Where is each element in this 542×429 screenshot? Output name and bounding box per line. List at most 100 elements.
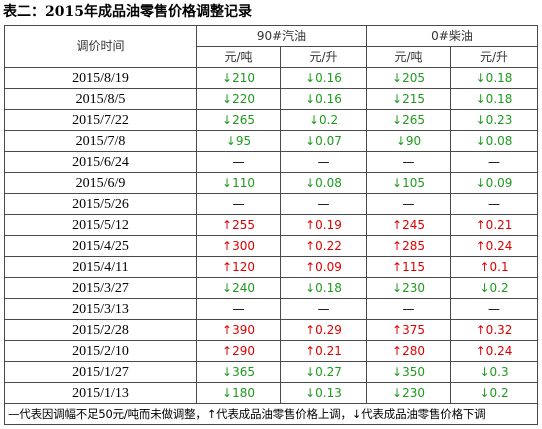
- diesel-ton-cell: ↓230: [366, 277, 452, 299]
- diesel-liter-cell: ↓0.2: [450, 382, 539, 404]
- gasoline-ton-cell: —: [196, 193, 281, 215]
- gasoline-liter-cell: —: [279, 193, 368, 215]
- table-row: 2015/8/19 ↓210 ↓0.16 ↓205 ↓0.18: [4, 67, 539, 89]
- table-row: 2015/3/27 ↓240 ↓0.18 ↓230 ↓0.2: [4, 277, 539, 299]
- diesel-ton-cell: ↓105: [366, 172, 452, 194]
- diesel-liter-cell: ↓0.2: [450, 277, 539, 299]
- gasoline-liter-cell: ↓0.2: [279, 109, 368, 131]
- date-cell: 2015/6/24: [4, 151, 197, 173]
- table-title: 表二：2015年成品油零售价格调整记录: [3, 4, 252, 20]
- diesel-ton-cell: ↓230: [366, 382, 452, 404]
- gasoline-ton-cell: —: [196, 151, 281, 173]
- date-cell: 2015/2/28: [4, 319, 197, 341]
- date-cell: 2015/7/8: [4, 130, 197, 152]
- gasoline-liter-cell: ↑0.19: [279, 214, 368, 236]
- gasoline-liter-cell: ↓0.16: [279, 88, 368, 110]
- diesel-ton-cell: ↑115: [366, 256, 452, 278]
- gasoline-unit-liter: 元/升: [279, 46, 368, 68]
- table-row: 2015/5/12 ↑255 ↑0.19 ↑245 ↑0.21: [4, 214, 539, 236]
- gasoline-ton-cell: ↓265: [196, 109, 281, 131]
- diesel-ton-cell: ↑375: [366, 319, 452, 341]
- date-cell: 2015/6/9: [4, 172, 197, 194]
- gasoline-liter-cell: —: [279, 151, 368, 173]
- diesel-header: 0#柴油: [366, 25, 539, 47]
- table-row: 2015/5/26— — — —: [4, 193, 539, 215]
- diesel-liter-cell: ↓0.18: [450, 67, 539, 89]
- diesel-ton-cell: ↓215: [366, 88, 452, 110]
- footnote: —代表因调幅不足50元/吨而未做调整，↑代表成品油零售价格上调，↓代表成品油零售…: [3, 403, 539, 425]
- diesel-liter-cell: ↓0.09: [450, 172, 539, 194]
- gasoline-ton-cell: ↓220: [196, 88, 281, 110]
- date-cell: 2015/4/25: [4, 235, 197, 257]
- date-cell: 2015/1/13: [4, 382, 197, 404]
- gasoline-ton-cell: ↓365: [196, 361, 281, 383]
- date-cell: 2015/8/19: [4, 67, 197, 89]
- diesel-ton-cell: ↑280: [366, 340, 452, 362]
- table-row: 2015/1/13 ↓180 ↓0.13 ↓230 ↓0.2: [4, 382, 539, 404]
- gasoline-liter-cell: ↓0.07: [279, 130, 368, 152]
- gasoline-unit-ton: 元/吨: [196, 46, 281, 68]
- diesel-ton-cell: ↓265: [366, 109, 452, 131]
- diesel-liter-cell: ↑0.32: [450, 319, 539, 341]
- gasoline-liter-cell: ↓0.13: [279, 382, 368, 404]
- gasoline-liter-cell: ↓0.16: [279, 67, 368, 89]
- gasoline-liter-cell: —: [279, 298, 368, 320]
- gasoline-ton-cell: ↑390: [196, 319, 281, 341]
- gasoline-ton-cell: ↓240: [196, 277, 281, 299]
- gasoline-ton-cell: ↓210: [196, 67, 281, 89]
- date-cell: 2015/2/10: [4, 340, 197, 362]
- table-row: 2015/7/8 ↓95 ↓0.07 ↓90 ↓0.08: [4, 130, 539, 152]
- gasoline-liter-cell: ↓0.18: [279, 277, 368, 299]
- diesel-ton-cell: ↓350: [366, 361, 452, 383]
- diesel-liter-cell: ↑0.24: [450, 235, 539, 257]
- diesel-unit-liter: 元/升: [450, 46, 539, 68]
- gasoline-liter-cell: ↑0.09: [279, 256, 368, 278]
- diesel-liter-cell: ↓0.08: [450, 130, 539, 152]
- gasoline-ton-cell: ↑290: [196, 340, 281, 362]
- gasoline-ton-cell: ↑120: [196, 256, 281, 278]
- date-cell: 2015/5/26: [4, 193, 197, 215]
- date-column-header: 调价时间: [4, 25, 197, 68]
- diesel-unit-ton: 元/吨: [366, 46, 452, 68]
- gasoline-ton-cell: —: [196, 298, 281, 320]
- diesel-liter-cell: —: [450, 193, 539, 215]
- date-cell: 2015/3/13: [4, 298, 197, 320]
- date-cell: 2015/4/11: [4, 256, 197, 278]
- footnote-row: —代表因调幅不足50元/吨而未做调整，↑代表成品油零售价格上调，↓代表成品油零售…: [3, 403, 539, 425]
- diesel-ton-cell: ↓205: [366, 67, 452, 89]
- table-row: 2015/3/13— — — —: [4, 298, 539, 320]
- diesel-liter-cell: —: [450, 298, 539, 320]
- gasoline-ton-cell: ↓110: [196, 172, 281, 194]
- diesel-ton-cell: ↑245: [366, 214, 452, 236]
- diesel-liter-cell: ↓0.23: [450, 109, 539, 131]
- table-row: 2015/4/11 ↑120 ↑0.09 ↑115 ↑0.1: [4, 256, 539, 278]
- price-adjustment-table: 调价时间 90#汽油 0#柴油 元/吨 元/升 元/吨 元/升 2015/8/1…: [3, 25, 539, 425]
- gasoline-liter-cell: ↓0.27: [279, 361, 368, 383]
- date-cell: 2015/5/12: [4, 214, 197, 236]
- diesel-liter-cell: —: [450, 151, 539, 173]
- table-row: 2015/2/10 ↑290 ↑0.21 ↑280 ↑0.24: [4, 340, 539, 362]
- table-row: 2015/6/9 ↓110 ↓0.08 ↓105 ↓0.09: [4, 172, 539, 194]
- date-cell: 2015/3/27: [4, 277, 197, 299]
- diesel-ton-cell: —: [366, 151, 452, 173]
- gasoline-header: 90#汽油: [195, 25, 368, 47]
- gasoline-ton-cell: ↑255: [196, 214, 281, 236]
- diesel-ton-cell: —: [366, 193, 452, 215]
- table-row: 2015/2/28 ↑390 ↑0.29 ↑375 ↑0.32: [4, 319, 539, 341]
- table-row: 2015/1/27 ↓365 ↓0.27 ↓350 ↓0.3: [4, 361, 539, 383]
- header-row-top: 调价时间 90#汽油 0#柴油: [4, 25, 539, 68]
- diesel-ton-cell: —: [366, 298, 452, 320]
- gasoline-liter-cell: ↑0.29: [279, 319, 368, 341]
- diesel-liter-cell: ↓0.3: [450, 361, 539, 383]
- diesel-ton-cell: ↓90: [366, 130, 452, 152]
- gasoline-ton-cell: ↓95: [196, 130, 281, 152]
- diesel-ton-cell: ↑285: [366, 235, 452, 257]
- gasoline-liter-cell: ↓0.08: [279, 172, 368, 194]
- table-row: 2015/8/5 ↓220 ↓0.16 ↓215 ↓0.18: [4, 88, 539, 110]
- gasoline-liter-cell: ↑0.21: [279, 340, 368, 362]
- date-cell: 2015/7/22: [4, 109, 197, 131]
- table-row: 2015/4/25 ↑300 ↑0.22 ↑285 ↑0.24: [4, 235, 539, 257]
- table-row: 2015/7/22 ↓265 ↓0.2 ↓265 ↓0.23: [4, 109, 539, 131]
- date-cell: 2015/1/27: [4, 361, 197, 383]
- date-cell: 2015/8/5: [4, 88, 197, 110]
